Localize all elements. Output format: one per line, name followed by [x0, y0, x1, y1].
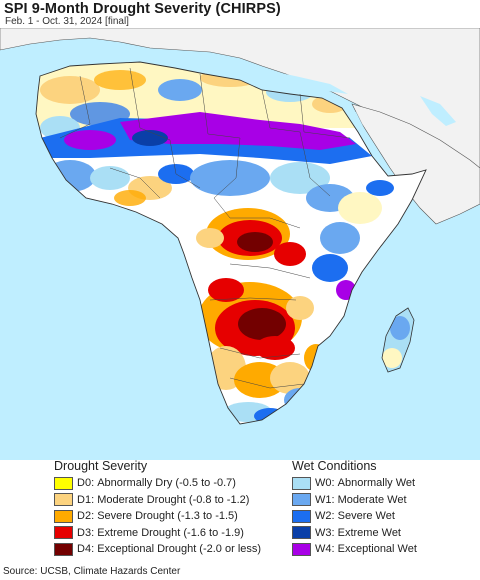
legend-code-w1: W1 [315, 493, 332, 506]
drought-legend: Drought Severity D0: Abnormally Dry (-0.… [54, 459, 261, 558]
legend-label-w2: Severe Wet [337, 510, 395, 523]
legend-code-w2: W2 [315, 510, 332, 523]
legend-item-d4: D4: Exceptional Drought (-2.0 or less) [54, 541, 261, 558]
africa-drought-map-svg [0, 27, 480, 460]
legend-swatch-d3 [54, 526, 73, 540]
legend-swatch-w2 [292, 509, 311, 523]
legend-code-w4: W4 [315, 543, 332, 556]
legend-swatch-w1 [292, 493, 311, 507]
wet-legend-heading: Wet Conditions [292, 459, 377, 473]
legend-label-w0: Abnormally Wet [337, 477, 416, 490]
legend-item-w0: W0: Abnormally Wet [292, 475, 417, 492]
legend-swatch-w0 [292, 476, 311, 490]
map-title: SPI 9-Month Drought Severity (CHIRPS) [4, 1, 281, 17]
legend-label-d0: Abnormally Dry (-0.5 to -0.7) [97, 477, 236, 490]
legend-swatch-d0 [54, 476, 73, 490]
map-legend: Drought Severity D0: Abnormally Dry (-0.… [0, 459, 480, 565]
legend-swatch-d4 [54, 542, 73, 556]
drought-map [0, 27, 480, 460]
legend-item-d1: D1: Moderate Drought (-0.8 to -1.2) [54, 492, 261, 509]
legend-label-d1: Moderate Drought (-0.8 to -1.2) [97, 493, 250, 506]
source-credit: Source: UCSB, Climate Hazards Center [3, 566, 181, 577]
legend-code-d0: D0 [77, 477, 92, 490]
legend-label-d2: Severe Drought (-1.3 to -1.5) [97, 510, 238, 523]
legend-item-d3: D3: Extreme Drought (-1.6 to -1.9) [54, 525, 261, 542]
arabian-peninsula [351, 103, 480, 225]
legend-item-w4: W4: Exceptional Wet [292, 541, 417, 558]
legend-code-w0: W0 [315, 477, 332, 490]
legend-item-w2: W2: Severe Wet [292, 508, 417, 525]
drought-legend-heading: Drought Severity [54, 459, 148, 473]
country-borders [59, 67, 351, 389]
wet-legend: Wet Conditions W0: Abnormally Wet W1: Mo… [292, 459, 417, 558]
legend-item-w3: W3: Extreme Wet [292, 525, 417, 542]
legend-swatch-d1 [54, 493, 73, 507]
legend-item-w1: W1: Moderate Wet [292, 492, 417, 509]
legend-swatch-d2 [54, 509, 73, 523]
legend-label-w1: Moderate Wet [337, 493, 407, 506]
legend-item-d0: D0: Abnormally Dry (-0.5 to -0.7) [54, 475, 261, 492]
legend-code-w3: W3 [315, 526, 332, 539]
legend-label-d3: Extreme Drought (-1.6 to -1.9) [97, 526, 244, 539]
legend-item-d2: D2: Severe Drought (-1.3 to -1.5) [54, 508, 261, 525]
legend-swatch-w3 [292, 526, 311, 540]
legend-label-w4: Exceptional Wet [337, 543, 417, 556]
legend-swatch-w4 [292, 542, 311, 556]
map-subtitle: Feb. 1 - Oct. 31, 2024 [final] [5, 16, 129, 27]
red-sea [342, 108, 396, 180]
legend-code-d3: D3 [77, 526, 92, 539]
legend-code-d1: D1 [77, 493, 92, 506]
legend-label-d4: Exceptional Drought (-2.0 or less) [97, 543, 262, 556]
mediterranean-sea [20, 50, 348, 94]
persian-gulf [420, 96, 456, 126]
legend-code-d4: D4 [77, 543, 92, 556]
legend-code-d2: D2 [77, 510, 92, 523]
legend-label-w3: Extreme Wet [337, 526, 401, 539]
